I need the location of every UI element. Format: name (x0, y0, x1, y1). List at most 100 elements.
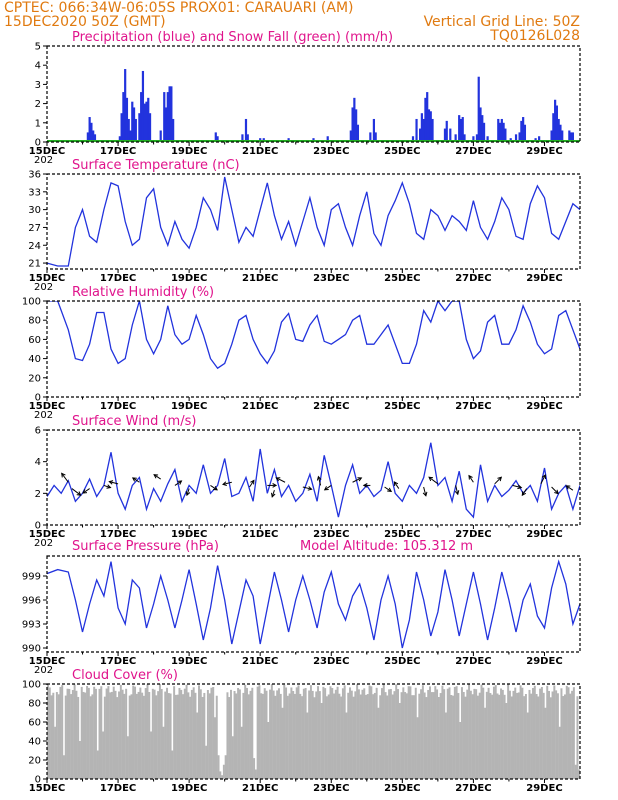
cloud-bar (492, 686, 495, 779)
precip-bar (214, 132, 217, 142)
cloud-bar (343, 685, 346, 779)
cloud-bar (407, 686, 410, 779)
cloud-bar (254, 769, 257, 779)
cloud-bar (265, 690, 268, 779)
temperature-series-line (47, 176, 580, 267)
wind-vector (302, 486, 312, 490)
cloud-bar (150, 731, 153, 779)
cloud-bar (169, 693, 172, 779)
cloud-bar (379, 695, 382, 779)
cloud-bar (203, 692, 206, 779)
cloud-bar (166, 687, 169, 779)
cloud-bar (487, 687, 490, 779)
cloud-bar (530, 693, 533, 779)
wind-vector (109, 481, 119, 485)
precip-bar (420, 113, 423, 142)
y-tick-label: 5 (35, 42, 41, 53)
cloud-bar (446, 688, 449, 779)
x-tick-label: 25DEC (384, 656, 420, 667)
y-tick-label: 0 (35, 393, 41, 404)
precip-bar (170, 86, 173, 142)
cloud-bar (476, 695, 479, 779)
cloud-bar (460, 687, 463, 779)
wind-vector (153, 474, 161, 480)
x-tick-label: 23DEC (313, 529, 349, 540)
cloud-bar (308, 690, 311, 779)
precip-bar (120, 113, 123, 142)
humidity-frame (46, 300, 581, 398)
wind-vector (324, 485, 332, 491)
cloud-bar (309, 685, 312, 779)
cloud-bar (537, 696, 540, 779)
wind-vector-head (222, 481, 227, 486)
header-date: 15DEC2020 50Z (GMT) (4, 14, 166, 30)
x-tick-label: 21DEC (242, 529, 278, 540)
humidity-series-line (47, 301, 580, 370)
cloud-bar (109, 692, 112, 779)
y-tick-label: 60 (28, 335, 41, 346)
cloud-bar (75, 690, 78, 779)
cloud-bar (347, 692, 350, 779)
panels-group: 0 1 2 3 4 5 15DEC 17DEC 19DEC 21DEC 23DEC 25DEC 27DE… (22, 42, 581, 794)
cloud-bar (485, 691, 488, 779)
precip-bar (353, 97, 356, 142)
precip-bar (502, 122, 505, 142)
cloud-bar (462, 691, 465, 779)
cloud-bar (565, 685, 568, 779)
cloud-bar (324, 688, 327, 779)
cloud-bar (414, 687, 417, 779)
wind-vector-head (275, 477, 281, 482)
cloud-bar (52, 692, 55, 779)
cloud-bar (142, 695, 145, 779)
cloud-bar (395, 684, 398, 779)
wind-vector (384, 486, 392, 492)
cloud-bar (571, 690, 574, 779)
cloud-bar (517, 692, 520, 779)
wind-vector (174, 480, 182, 486)
cloud-bar (315, 691, 318, 779)
wind-vector (317, 476, 322, 486)
cloud-bar (263, 688, 266, 779)
cloud-bar (78, 741, 81, 779)
cloud-bar (299, 693, 302, 779)
wind-vector-head (428, 476, 434, 482)
wind-data (47, 442, 580, 519)
precip-bar (559, 124, 562, 142)
cloud-bar (334, 689, 337, 779)
precip-bar (568, 130, 571, 142)
cloud-bar (256, 686, 259, 779)
cloud-bar (471, 694, 474, 779)
precip-bar (159, 130, 162, 142)
precip-bar (241, 134, 244, 142)
y-tick-label: 21 (28, 259, 41, 270)
x-tick-label: 19DEC (171, 783, 207, 794)
x-tick-label: 27DEC (455, 656, 491, 667)
x-tick-label: 17DEC (100, 273, 136, 284)
x-tick-label: 17DEC (100, 783, 136, 794)
x-tick-label: 29DEC (526, 656, 562, 667)
precip-bar (520, 120, 523, 142)
x-tick-label: 19DEC (171, 273, 207, 284)
precip-bar (523, 124, 527, 142)
cloud-bar (221, 775, 224, 779)
cloud-bar (555, 690, 558, 779)
pressure-panel: 990 993 996 999 15DEC 17DEC 19DEC 21DEC 23DEC 25D… (22, 555, 581, 676)
wind-vector (222, 481, 232, 485)
cloud-bar (222, 764, 225, 779)
x-tick-label: 15DEC (29, 783, 65, 794)
cloud-bar (261, 693, 264, 779)
wind-vector (71, 488, 81, 496)
cloud-bar (350, 690, 353, 779)
wind-vector (566, 485, 574, 491)
precip-bar (570, 132, 573, 142)
cloud-bar (47, 684, 49, 779)
cloud-bar (437, 696, 440, 779)
precip-bar (140, 92, 143, 142)
cloud-bar (206, 689, 209, 779)
cloud-bar (144, 688, 147, 779)
wind-vector-head (521, 491, 527, 497)
cloud-bar (158, 684, 161, 779)
cloud-bar (272, 690, 275, 779)
cloud-bar (455, 686, 458, 779)
wind-vector-head (468, 474, 473, 480)
